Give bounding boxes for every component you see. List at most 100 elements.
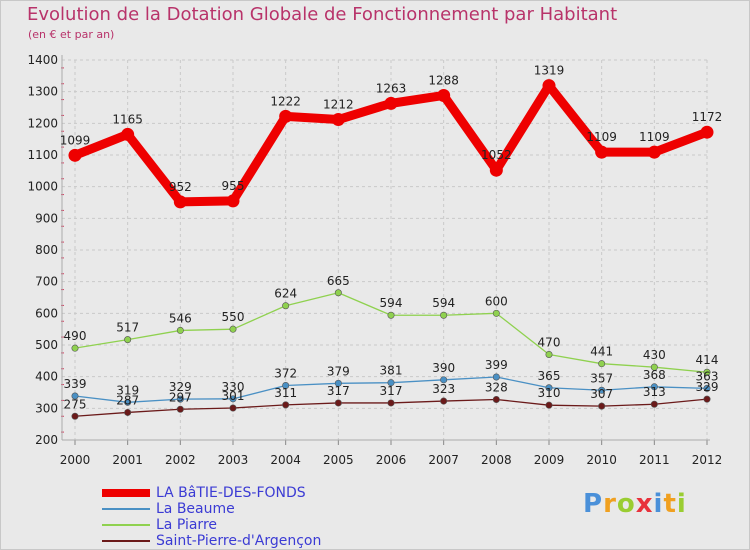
data-point: [229, 395, 237, 403]
legend-item: La Piarre: [102, 517, 321, 533]
y-tick-label: 1300: [27, 85, 58, 99]
x-tick-label: 2010: [586, 453, 617, 467]
data-label: 301: [222, 389, 245, 403]
data-label: 1263: [376, 81, 407, 95]
legend-label: La Piarre: [156, 517, 218, 533]
x-tick-label: 2006: [376, 453, 407, 467]
data-point: [176, 326, 184, 334]
data-point: [492, 373, 500, 381]
axes: 200 300 400 500 600 700 800 900 1000 1100 1200 1300…: [27, 53, 722, 467]
data-label: 372: [274, 367, 297, 381]
data-point: [68, 148, 82, 162]
data-label: 1052: [481, 148, 512, 162]
y-tick-label: 400: [35, 370, 58, 384]
data-point: [279, 109, 293, 123]
data-point: [437, 88, 451, 102]
x-tick-label: 2008: [481, 453, 512, 467]
data-point: [124, 408, 132, 416]
data-label: 430: [643, 348, 666, 362]
x-tick-label: 2003: [218, 453, 249, 467]
data-point: [226, 194, 240, 208]
series-lines: [68, 79, 714, 420]
data-point: [71, 344, 79, 352]
logo-letter: t: [663, 489, 677, 519]
y-tick-label: 600: [35, 306, 58, 320]
data-label: 339: [64, 377, 87, 391]
data-label: 594: [432, 296, 455, 310]
x-tick-label: 2005: [323, 453, 354, 467]
data-label: 329: [169, 380, 192, 394]
data-point: [387, 399, 395, 407]
data-point: [334, 399, 342, 407]
data-point: [545, 350, 553, 358]
data-point: [650, 363, 658, 371]
data-point: [598, 360, 606, 368]
data-point: [384, 96, 398, 110]
logo-letter: o: [616, 489, 636, 519]
data-label: 319: [116, 383, 139, 397]
data-label: 517: [116, 321, 139, 335]
data-point: [545, 384, 553, 392]
data-point: [121, 127, 135, 141]
legend-label: LA BâTIE-DES-FONDS: [156, 485, 306, 501]
data-label: 600: [485, 294, 508, 308]
y-tick-label: 900: [35, 211, 58, 225]
data-label: 1222: [270, 94, 301, 108]
data-label: 665: [327, 274, 350, 288]
data-point: [542, 79, 556, 93]
data-point: [440, 311, 448, 319]
chart-subtitle: (en € et par an): [28, 28, 115, 41]
y-tick-label: 500: [35, 338, 58, 352]
logo-letter: i: [653, 489, 664, 519]
data-label: 952: [169, 180, 192, 194]
data-label: 490: [64, 329, 87, 343]
data-label: 363: [696, 369, 719, 383]
data-label: 287: [116, 393, 139, 407]
x-tick-label: 2012: [692, 453, 723, 467]
data-point: [124, 336, 132, 344]
data-label: 317: [380, 384, 403, 398]
y-tick-label: 700: [35, 275, 58, 289]
data-label: 1319: [534, 64, 565, 78]
data-label: 368: [643, 368, 666, 382]
data-point: [387, 311, 395, 319]
legend: LA BâTIE-DES-FONDS La Beaume La Piarre Sain…: [102, 485, 321, 549]
data-label: 311: [274, 386, 297, 400]
data-point: [703, 368, 711, 376]
data-point: [492, 309, 500, 317]
x-tick-label: 2011: [639, 453, 670, 467]
data-point: [176, 405, 184, 413]
data-point: [647, 145, 661, 159]
legend-swatch: [102, 540, 150, 542]
data-label: 546: [169, 311, 192, 325]
data-label: 414: [696, 353, 719, 367]
x-tick-label: 2002: [165, 453, 196, 467]
data-label: 1172: [692, 110, 723, 124]
legend-label: La Beaume: [156, 501, 235, 517]
data-label: 594: [380, 296, 403, 310]
legend-item: La Beaume: [102, 501, 321, 517]
data-point: [334, 379, 342, 387]
y-tick-label: 300: [35, 401, 58, 415]
data-label: 275: [64, 397, 87, 411]
data-label: 328: [485, 380, 508, 394]
data-label: 390: [432, 361, 455, 375]
data-point: [650, 383, 658, 391]
data-label: 624: [274, 287, 297, 301]
legend-item: LA BâTIE-DES-FONDS: [102, 485, 321, 501]
data-label: 441: [590, 345, 613, 359]
data-label: 1212: [323, 98, 354, 112]
y-tick-label: 1400: [27, 53, 58, 67]
data-label: 310: [538, 386, 561, 400]
data-point: [598, 402, 606, 410]
data-label: 323: [432, 382, 455, 396]
y-tick-label: 800: [35, 243, 58, 257]
proxiti-logo: Proxiti: [583, 489, 687, 519]
data-label: 1109: [639, 130, 670, 144]
data-point: [440, 376, 448, 384]
x-tick-label: 2004: [270, 453, 301, 467]
x-tick-label: 2000: [60, 453, 91, 467]
data-point: [71, 392, 79, 400]
data-label: 365: [538, 369, 561, 383]
